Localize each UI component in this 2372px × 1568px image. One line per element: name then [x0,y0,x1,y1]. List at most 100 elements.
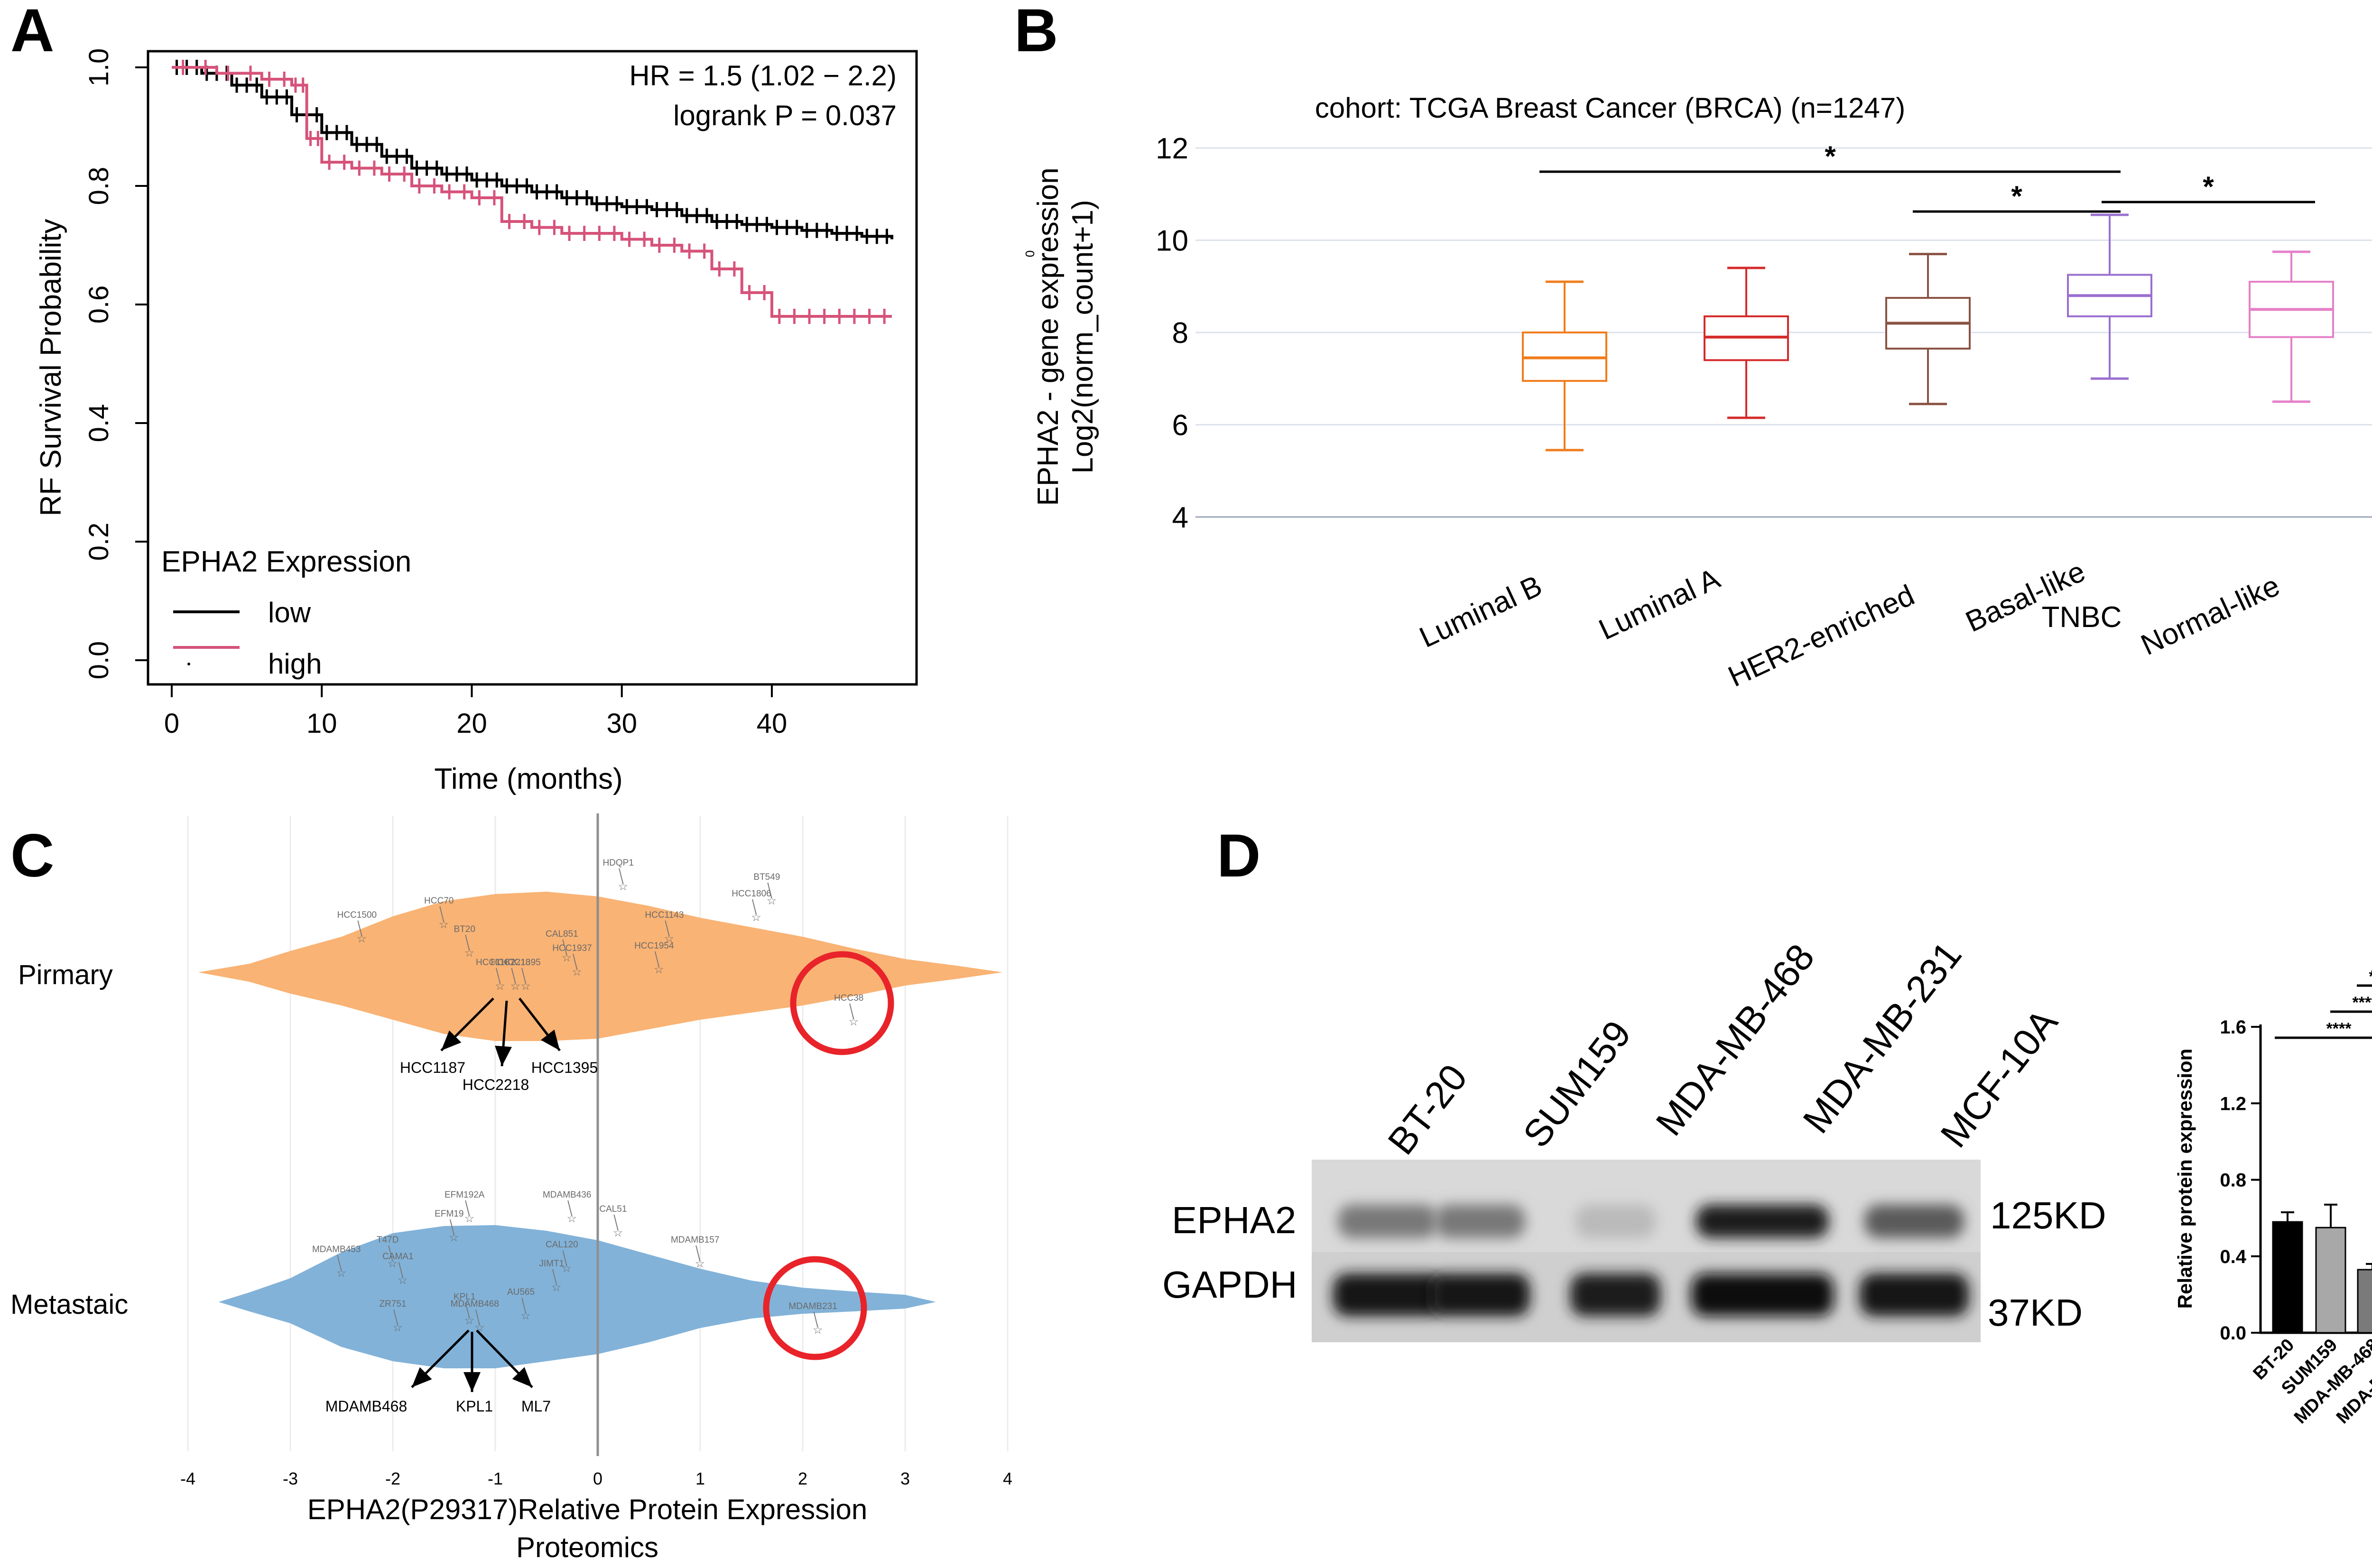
violin-callout-label: HCC1187 [400,1059,465,1076]
violin-metastatic [218,1225,936,1368]
violin-point-label: HCC70 [424,896,454,906]
box-y-axis-label-2: Log2(norm_count+1) [1066,200,1099,473]
violin-point-leader [654,951,659,967]
violin-point-label: MDAMB468 [451,1299,499,1309]
box-significance: * * * [1539,140,2315,213]
blot-row-gapdh: GAPDH [1162,1264,1297,1306]
box-x-tick-label: Luminal B [1415,569,1547,654]
blot-size-125kd: 125KD [1990,1194,2106,1236]
violin-point-star: ☆ [392,1321,403,1334]
violin-callout-arrowhead [541,1029,560,1051]
box-x-tick-label: Luminal A [1594,562,1725,646]
violin-point-label: HCC1143 [645,910,684,920]
violin-point-leader [521,968,526,984]
violin-callout-label: KPL1 [456,1398,493,1415]
box-plots [1522,213,2334,452]
panel-label-a: A [10,0,54,65]
km-axes: 0 10 20 30 40 0.0 0.2 0.4 0.6 0.8 1.0 [83,48,787,739]
violin-point-star: ☆ [464,947,474,959]
violin-point-leader [393,1309,398,1325]
violin-x-axis-label-2: Proteomics [516,1531,658,1563]
violin-point-label: BT549 [753,872,780,882]
blot-bands [1333,1205,1969,1316]
violin-point-leader [695,1245,701,1261]
box-significance-star: * [2203,171,2214,203]
km-y-tick-label: 1.0 [83,48,114,87]
violin-point-leader [475,1309,480,1325]
violin-x-tick-label: 3 [900,1469,910,1488]
box-y-tick-label: 12 [1156,132,1188,165]
violin-point-label: MDAMB157 [671,1235,719,1245]
km-x-tick-label: 30 [606,708,637,739]
violin-point-leader [752,899,757,915]
blot-band-gapdh [1691,1273,1834,1316]
violin-point-star: ☆ [495,980,505,993]
km-legend-high: high [268,648,322,680]
violin-callout-arrowhead [412,1367,432,1387]
highlight-circle-hcc38 [790,951,894,1055]
violin-point-label: HCC2218 [491,958,530,968]
box-x-tick-label: Normal-like [2136,569,2285,662]
violin-points: HCC1500☆HCC70☆ BT20☆HCC1187☆HCC2218☆HCC13… [312,858,863,1337]
panel-a: A 0 10 20 30 40 0.0 0.2 0.4 0.6 0.8 1.0 HR = 1.5 (… [10,0,918,795]
violin-point-leader [619,868,624,884]
blot-band-gapdh [1860,1273,1969,1316]
km-legend-dot [187,663,190,665]
violin-point-star: ☆ [336,1267,346,1280]
blot-lane-label: MDA-MB-468 [1648,936,1822,1144]
panel-label-b: B [1014,0,1058,65]
blot-band-epha2 [1696,1205,1829,1238]
violin-point-label: EFM192A [445,1190,485,1200]
violin-point-star: ☆ [551,1281,562,1294]
violin-x-tick-label: 2 [798,1469,807,1488]
bar [2315,1227,2346,1334]
violin-point-star: ☆ [695,1257,705,1270]
violin-point-label: EFM19 [435,1209,463,1219]
km-x-axis-label: Time (months) [434,763,622,795]
violin-point-label: MDAMB231 [788,1301,837,1311]
violin-x-tick-label: 4 [1003,1469,1012,1488]
violin-point-label: HCC1937 [552,943,592,953]
blot-band-epha2 [1575,1205,1656,1238]
blot-band-epha2 [1338,1205,1437,1238]
km-y-tick-label: 0.8 [83,167,114,205]
bar-chart: 0.00.40.81.21.6BT-20SUM159MDA-MB-468MDA-… [2220,968,2372,1428]
km-y-axis-label: RF Survival Probability [35,219,67,516]
violin-point-leader [521,1297,526,1313]
km-x-tick-label: 40 [757,708,788,739]
violin-callout-label: HCC2218 [463,1076,529,1093]
violin-point-leader [562,939,567,955]
violin-x-tick-label: -3 [283,1469,298,1488]
violin-x-tick-label: 0 [593,1469,602,1488]
violin-point-label: HCC1500 [337,910,377,920]
bar-y-tick-label: 0.8 [2220,1170,2246,1191]
violin-point-leader [665,920,670,936]
violin-point-label: BT20 [454,924,475,934]
box-small-mark: 0 [1023,250,1037,257]
violin-callout-label: ML7 [521,1398,551,1415]
violin-point-star: ☆ [520,1310,531,1322]
box-significance-star: * [1825,140,1836,172]
km-curves [172,60,893,324]
violin-point-leader [465,1200,470,1216]
violin-point-star: ☆ [813,1324,823,1337]
violin-point-star: ☆ [654,963,664,976]
km-y-tick-label: 0.2 [83,523,114,561]
violin-point-label: HCC1187 [476,958,515,968]
violin-x-tick-label: -2 [385,1469,400,1488]
violin-x-axis-label-1: EPHA2(P29317)Relative Protein Expression [307,1494,868,1525]
violin-point-star: ☆ [848,1015,859,1028]
blot-row-epha2: EPHA2 [1172,1199,1296,1241]
violin-point-leader [449,1219,454,1235]
violin-callout-arrowhead [495,1045,512,1066]
violin-point-star: ☆ [357,932,367,945]
bar-y-tick-label: 0.0 [2220,1323,2246,1344]
violin-point-leader [357,920,362,936]
km-curve-high [172,66,892,318]
highlight-circle-mdamb231 [763,1256,867,1360]
bar-y-axis-label: Relative protein expression [2174,1049,2196,1309]
violin-point-star: ☆ [562,1262,572,1275]
blot-lane-label: MDA-MB-231 [1795,934,1969,1141]
